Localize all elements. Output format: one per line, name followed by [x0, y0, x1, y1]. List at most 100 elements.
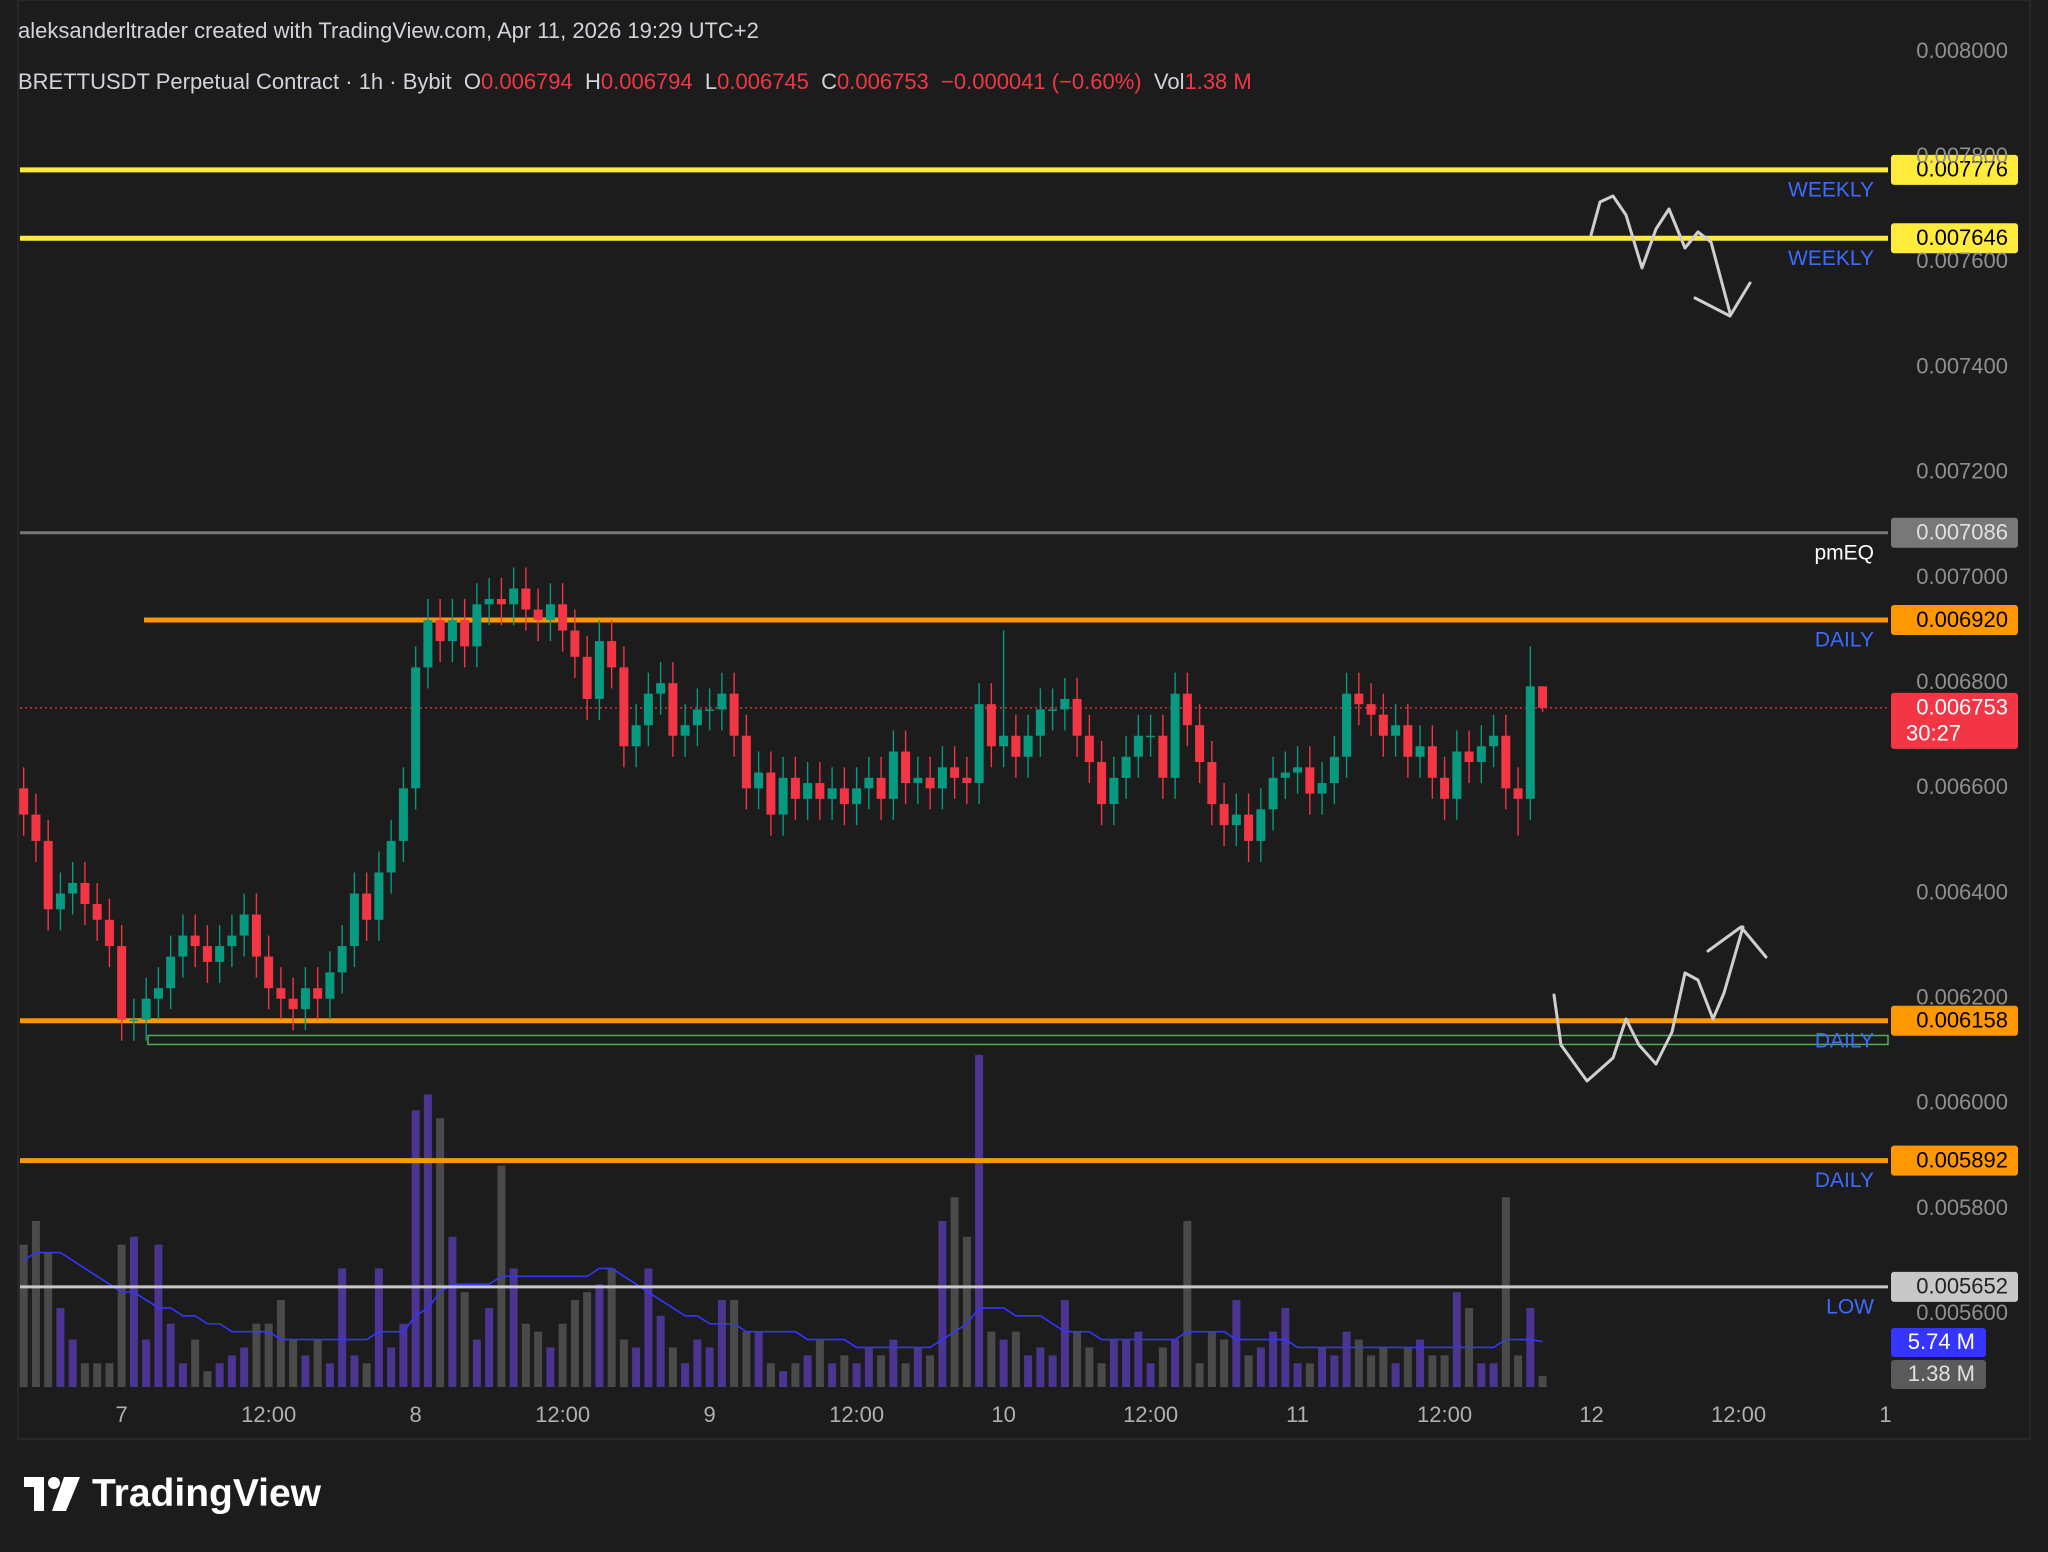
volume-bar — [1514, 1355, 1523, 1387]
candle-body — [337, 946, 347, 973]
volume-bar — [926, 1355, 935, 1387]
volume-bar — [644, 1268, 653, 1387]
x-tick-label: 11 — [1286, 1402, 1309, 1427]
last-price-tag: 0.006753 — [1916, 695, 2008, 720]
candle-body — [790, 777, 800, 799]
y-tick-label: 0.006600 — [1916, 774, 2008, 799]
candle-body — [129, 1019, 139, 1022]
volume-bar — [1232, 1300, 1241, 1387]
volume-bar — [681, 1363, 690, 1387]
volume-bar — [583, 1292, 592, 1387]
candle-body — [668, 683, 678, 736]
x-tick-label: 8 — [410, 1402, 422, 1427]
level-tag-box — [1891, 154, 2018, 185]
level-tag: 0.007646 — [1916, 225, 2008, 250]
volume-bar — [1036, 1347, 1045, 1387]
volume-bar — [105, 1363, 114, 1387]
candle-body — [827, 788, 837, 799]
candle-body — [1391, 725, 1401, 736]
level-tag-box — [1891, 517, 2018, 548]
x-tick-label: 9 — [704, 1402, 716, 1427]
candle-body — [521, 588, 531, 610]
volume-bar — [44, 1252, 53, 1387]
volume-bar — [1256, 1347, 1265, 1387]
volume-bar — [80, 1363, 89, 1387]
volume-bar — [840, 1355, 849, 1387]
level-name: WEEKLY — [1788, 247, 1874, 270]
legend-change: −0.000041 (−0.60%) — [941, 69, 1142, 94]
candle-body — [692, 709, 702, 726]
candle-body — [411, 667, 421, 789]
volume-bar — [632, 1347, 641, 1387]
candle-body — [1011, 735, 1021, 757]
volume-bar — [815, 1339, 824, 1387]
candle-body — [239, 914, 249, 936]
candle-body — [104, 919, 114, 947]
candle-body — [496, 599, 506, 605]
candle-body — [1109, 777, 1119, 805]
candle-body — [153, 988, 163, 999]
volume-bar — [387, 1347, 396, 1387]
candle-body — [1170, 693, 1180, 778]
volume-bar — [1526, 1307, 1535, 1387]
candle-body — [864, 777, 874, 789]
level-name: DAILY — [1815, 629, 1874, 652]
volume-bar — [889, 1339, 898, 1387]
level-name: pmEQ — [1814, 541, 1874, 564]
volume-bar — [68, 1339, 77, 1387]
candle-body — [1280, 772, 1290, 778]
volume-bar — [950, 1197, 959, 1387]
candle-body — [999, 735, 1009, 747]
x-tick-label: 1 — [1879, 1402, 1891, 1427]
volume-bar — [754, 1331, 763, 1387]
candle-body — [251, 914, 261, 957]
candle-body — [325, 972, 335, 999]
candle-body — [276, 988, 286, 999]
candle-body — [545, 604, 555, 621]
y-tick-label: 0.007600 — [1916, 248, 2008, 273]
level-tag: 0.005892 — [1916, 1147, 2008, 1172]
candle-body — [1121, 756, 1131, 778]
volume-bar — [1060, 1300, 1069, 1387]
volume-bar — [129, 1236, 138, 1387]
candle-body — [741, 735, 751, 789]
candle-body — [1035, 709, 1045, 736]
candle-body — [1476, 746, 1486, 763]
volume-bar — [31, 1220, 40, 1387]
volume-tag: 1.38 M — [1908, 1361, 1975, 1386]
volume-bar — [1011, 1331, 1020, 1387]
candle-body — [1452, 751, 1462, 799]
candle-body — [852, 788, 862, 805]
volume-bar — [619, 1339, 628, 1387]
volume-bar — [1440, 1355, 1449, 1387]
drawn-arrow-up — [1552, 925, 1745, 1083]
candle-body — [1195, 725, 1205, 763]
x-tick-label: 12:00 — [241, 1402, 296, 1427]
candle-body — [1158, 735, 1168, 778]
candle-body — [190, 935, 200, 947]
candle-body — [1048, 709, 1058, 711]
volume-bar — [803, 1355, 812, 1387]
logo: TradingView — [24, 1472, 321, 1516]
level-tag-box — [1891, 1005, 2018, 1036]
level-tag: 0.005652 — [1916, 1274, 2008, 1299]
y-tick-label: 0.005800 — [1916, 1195, 2008, 1220]
logo-mark — [24, 1477, 80, 1511]
volume-bar — [93, 1363, 102, 1387]
volume-bar — [350, 1355, 359, 1387]
candle-body — [509, 588, 519, 605]
volume-bar — [534, 1331, 543, 1387]
last-price-box — [1891, 692, 2018, 749]
volume-bar — [1195, 1363, 1204, 1387]
volume-bar — [325, 1363, 334, 1387]
volume-bar — [423, 1094, 432, 1387]
volume-bar — [166, 1323, 175, 1387]
candle-body — [631, 725, 641, 747]
candle-body — [43, 840, 53, 910]
volume-bar — [742, 1331, 751, 1387]
legend-vol-key: Vol — [1153, 69, 1185, 94]
level-tag: 0.006158 — [1916, 1008, 2008, 1033]
volume-bar — [607, 1268, 616, 1387]
volume-bar — [1183, 1220, 1192, 1387]
volume-bar — [509, 1268, 518, 1387]
